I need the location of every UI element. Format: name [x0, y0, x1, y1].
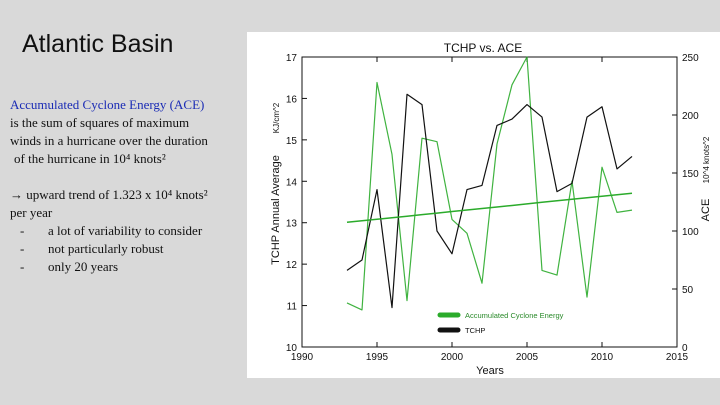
- bullet-list: - a lot of variability to consider - not p…: [10, 222, 246, 276]
- y-left-tick-label: 14: [286, 177, 298, 188]
- x-tick-label: 2005: [516, 352, 539, 363]
- x-tick-label: 2015: [666, 352, 689, 363]
- bullet-marker: -: [20, 259, 25, 274]
- chart-image: 1990 1995 2000 2005 2010 2015 10 11 12 13 14 15 16 17…: [247, 32, 720, 378]
- bullet-text: a lot of variability to consider: [48, 223, 203, 238]
- slide-body-text: Accumulated Cyclone Energy (ACE) is the …: [10, 96, 246, 276]
- bullet-marker: -: [20, 223, 25, 238]
- y-right-tick-label: 250: [682, 53, 699, 64]
- y-left-tick-label: 10: [286, 343, 298, 354]
- y-left-tick-label: 17: [286, 53, 298, 64]
- y-right-tick-label: 100: [682, 227, 699, 238]
- y-axis-right-unit: 10^4 knots^2: [702, 136, 711, 183]
- bullet-item: - not particularly robust: [10, 240, 246, 258]
- ace-line-3: of the hurricane in 10⁴ knots²: [14, 151, 166, 166]
- spacer: [10, 168, 246, 186]
- ace-heading: Accumulated Cyclone Energy (ACE): [10, 97, 205, 112]
- bullet-text: not particularly robust: [48, 241, 164, 256]
- y-left-tick-label: 16: [286, 94, 298, 105]
- ace-line-1: is the sum of squares of maximum: [10, 115, 190, 130]
- bullet-item: - a lot of variability to consider: [10, 222, 246, 240]
- y-right-tick-label: 150: [682, 169, 699, 180]
- plot-area: [301, 56, 678, 348]
- legend: Accumulated Cyclone Energy TCHP: [437, 311, 564, 335]
- tchp-ace-chart: 1990 1995 2000 2005 2010 20151011121314151617…: [270, 41, 712, 377]
- y-axis-left-unit: KJ/cm^2: [272, 102, 281, 133]
- bullet-marker: -: [20, 241, 25, 256]
- y-right-tick-label: 200: [682, 111, 699, 122]
- y-axis-right-label: ACE: [700, 199, 712, 222]
- ace-series-line: [346, 56, 633, 311]
- ace-trend-line: [346, 192, 633, 224]
- y-right-tick-label: 0: [682, 343, 688, 354]
- chart-title: TCHP vs. ACE: [444, 41, 522, 55]
- legend-label: Accumulated Cyclone Energy: [465, 311, 564, 320]
- x-axis-label: Years: [476, 365, 504, 377]
- ace-line-2: winds in a hurricane over the duration: [10, 133, 208, 148]
- plot-frame: [301, 56, 678, 348]
- trend-line-1: → upward trend of 1.323 x 10⁴ knots²: [10, 187, 208, 202]
- y-left-tick-label: 11: [287, 302, 298, 313]
- x-tick-label: 2010: [591, 352, 614, 363]
- x-tick-label: 2000: [441, 352, 464, 363]
- y-right-tick-label: 50: [682, 285, 694, 296]
- tchp-series-line: [346, 93, 633, 309]
- series-lines: [346, 56, 633, 311]
- x-tick-label: 1995: [366, 352, 389, 363]
- y-left-tick-label: 12: [286, 260, 298, 271]
- bullet-text: only 20 years: [48, 259, 119, 274]
- legend-label: TCHP: [465, 326, 485, 335]
- y-left-tick-label: 13: [286, 219, 298, 230]
- y-axis-left-label: TCHP Annual Average: [270, 155, 282, 265]
- trend-line-2: per year: [10, 205, 53, 220]
- y-left-tick-label: 15: [286, 136, 298, 147]
- axis-ticks: 1990 1995 2000 2005 2010 20151011121314151617…: [286, 53, 699, 363]
- bullet-item: - only 20 years: [10, 258, 246, 276]
- slide-title: Atlantic Basin: [22, 30, 174, 58]
- x-tick-label: 1990: [291, 352, 314, 363]
